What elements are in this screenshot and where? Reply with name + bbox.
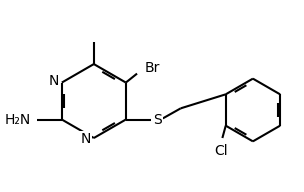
Text: Cl: Cl: [214, 144, 228, 158]
Text: N: N: [49, 74, 59, 89]
Text: H₂N: H₂N: [4, 113, 30, 127]
Text: Br: Br: [145, 61, 160, 75]
Text: N: N: [81, 132, 91, 146]
Text: S: S: [153, 113, 162, 127]
